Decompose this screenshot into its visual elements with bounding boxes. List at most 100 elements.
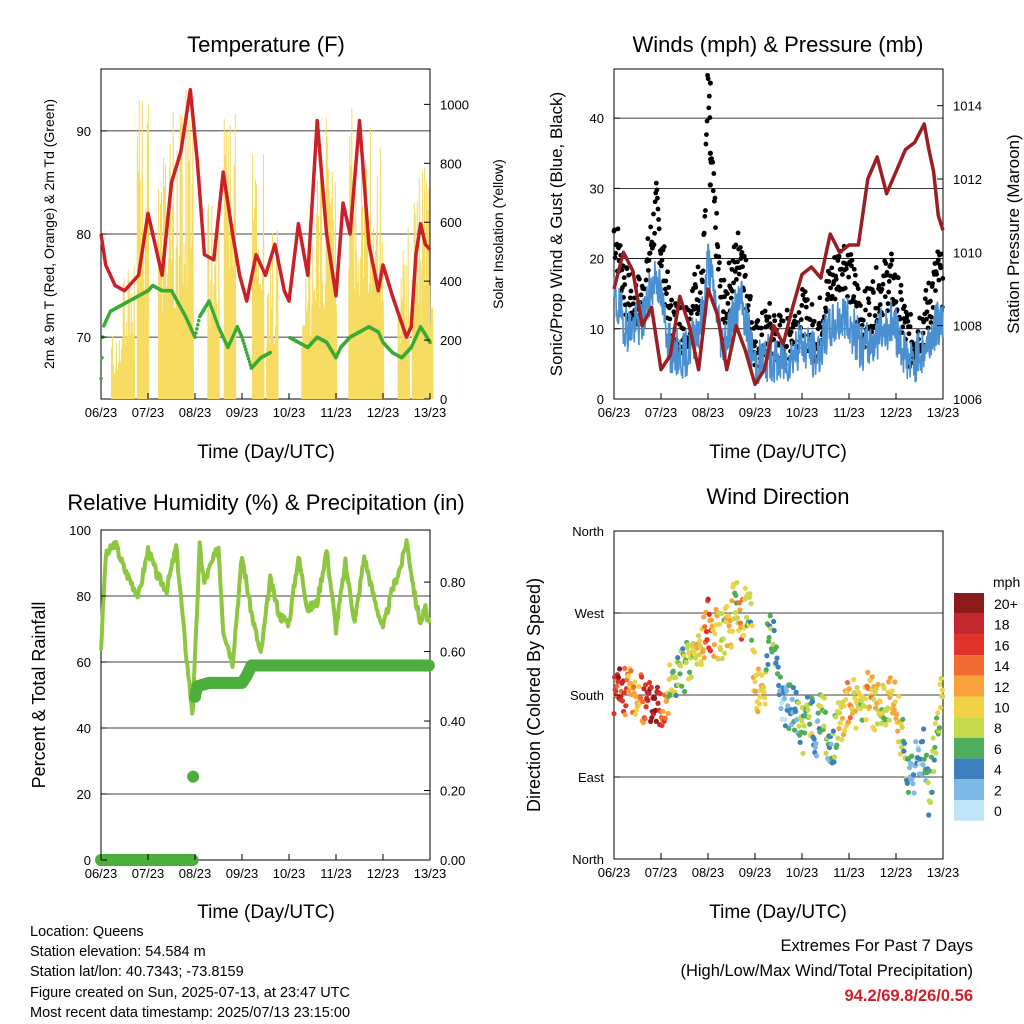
- direction-point: [925, 780, 931, 786]
- direction-point: [917, 756, 923, 762]
- gust-point: [924, 316, 929, 322]
- temp-xtick-label: 12/23: [367, 405, 400, 420]
- legend-label: 0: [994, 803, 1002, 819]
- gust-point: [867, 312, 872, 318]
- direction-point: [897, 751, 904, 757]
- solar-spike: [251, 154, 265, 400]
- gust-point: [777, 322, 783, 328]
- direction-point: [761, 689, 767, 695]
- gust-point: [706, 105, 712, 111]
- direction-point: [760, 684, 767, 690]
- legend-swatch: [954, 717, 984, 738]
- direction-point: [742, 585, 749, 591]
- direction-point: [776, 691, 782, 698]
- direction-point: [837, 710, 843, 716]
- direction-ytick-label: West: [575, 606, 605, 621]
- precip-point: [422, 659, 435, 672]
- direction-point: [660, 708, 666, 715]
- direction-point: [795, 700, 802, 706]
- direction-point: [794, 717, 800, 723]
- direction-point: [775, 664, 781, 670]
- direction-point: [892, 679, 898, 685]
- gust-point: [702, 208, 708, 213]
- direction-point: [615, 674, 622, 681]
- direction-point: [837, 720, 843, 726]
- direction-point: [729, 628, 736, 634]
- gust-point: [816, 320, 822, 326]
- direction-point: [701, 614, 707, 620]
- direction-ytick-label: East: [578, 770, 604, 785]
- direction-point: [621, 690, 627, 696]
- direction-point: [729, 598, 735, 604]
- dewpoint-point: [195, 327, 199, 331]
- gust-point: [717, 283, 723, 289]
- gust-point: [860, 317, 866, 323]
- gust-point: [655, 206, 661, 212]
- direction-point: [747, 591, 753, 597]
- direction-point: [767, 613, 773, 619]
- direction-point: [752, 688, 759, 694]
- gust-point: [651, 242, 657, 248]
- direction-point: [793, 708, 799, 715]
- direction-point: [846, 719, 852, 725]
- direction-point: [899, 724, 905, 730]
- gust-point: [722, 294, 727, 300]
- direction-point: [701, 655, 707, 661]
- humidity-xtick-label: 07/23: [132, 866, 165, 881]
- direction-point: [801, 723, 807, 729]
- direction-point: [884, 705, 891, 711]
- temp-xtick-label: 08/23: [179, 405, 212, 420]
- gust-point: [873, 265, 879, 270]
- direction-point: [862, 696, 869, 702]
- direction-xtick-label: 09/23: [739, 865, 772, 880]
- gust-point: [731, 280, 736, 286]
- gust-point: [749, 320, 755, 325]
- direction-point: [763, 667, 769, 673]
- gust-point: [700, 279, 705, 285]
- gust-point: [875, 305, 881, 311]
- direction-point: [938, 675, 944, 682]
- gust-point: [930, 281, 936, 286]
- winds-xtick-label: 12/23: [880, 405, 913, 420]
- extremes-values: 94.2/69.8/26/0.56: [844, 987, 973, 1005]
- solar-spike: [169, 111, 183, 400]
- direction-point: [703, 629, 710, 635]
- gust-point: [663, 278, 669, 284]
- temp-xtick-label: 09/23: [226, 405, 259, 420]
- direction-point: [799, 705, 805, 711]
- direction-point: [927, 768, 933, 774]
- direction-point: [833, 714, 839, 720]
- gust-point: [721, 309, 726, 315]
- temperature-ylabel: 2m & 9m T (Red, Orange) & 2m Td (Green): [41, 99, 57, 369]
- dewpoint-point: [247, 360, 252, 364]
- direction-point: [823, 750, 829, 756]
- direction-point: [830, 728, 836, 734]
- direction-point: [852, 708, 858, 714]
- dewpoint-point: [243, 344, 247, 349]
- direction-xtick-label: 06/23: [598, 865, 631, 880]
- direction-point: [727, 617, 733, 624]
- solar-spike: [371, 148, 385, 400]
- gust-point: [740, 264, 745, 270]
- humidity-ytick-label: 100: [69, 523, 91, 538]
- gust-point: [880, 281, 886, 287]
- gust-point: [656, 217, 661, 222]
- direction-point: [734, 615, 741, 621]
- gust-point: [817, 295, 823, 301]
- direction-point: [680, 646, 686, 652]
- direction-point: [821, 695, 827, 701]
- direction-point: [871, 727, 878, 733]
- gust-point: [707, 80, 713, 86]
- direction-point: [785, 703, 791, 709]
- solar-spike: [266, 230, 279, 400]
- direction-point: [812, 744, 818, 750]
- direction-point: [657, 691, 663, 697]
- direction-point: [783, 688, 790, 694]
- dewpoint-point: [244, 350, 249, 355]
- direction-point: [646, 679, 653, 686]
- direction-point: [743, 614, 750, 621]
- gust-point: [852, 272, 858, 278]
- direction-point: [622, 712, 628, 718]
- legend-label: 16: [994, 637, 1010, 653]
- winds-y2tick-label: 1010: [953, 245, 982, 260]
